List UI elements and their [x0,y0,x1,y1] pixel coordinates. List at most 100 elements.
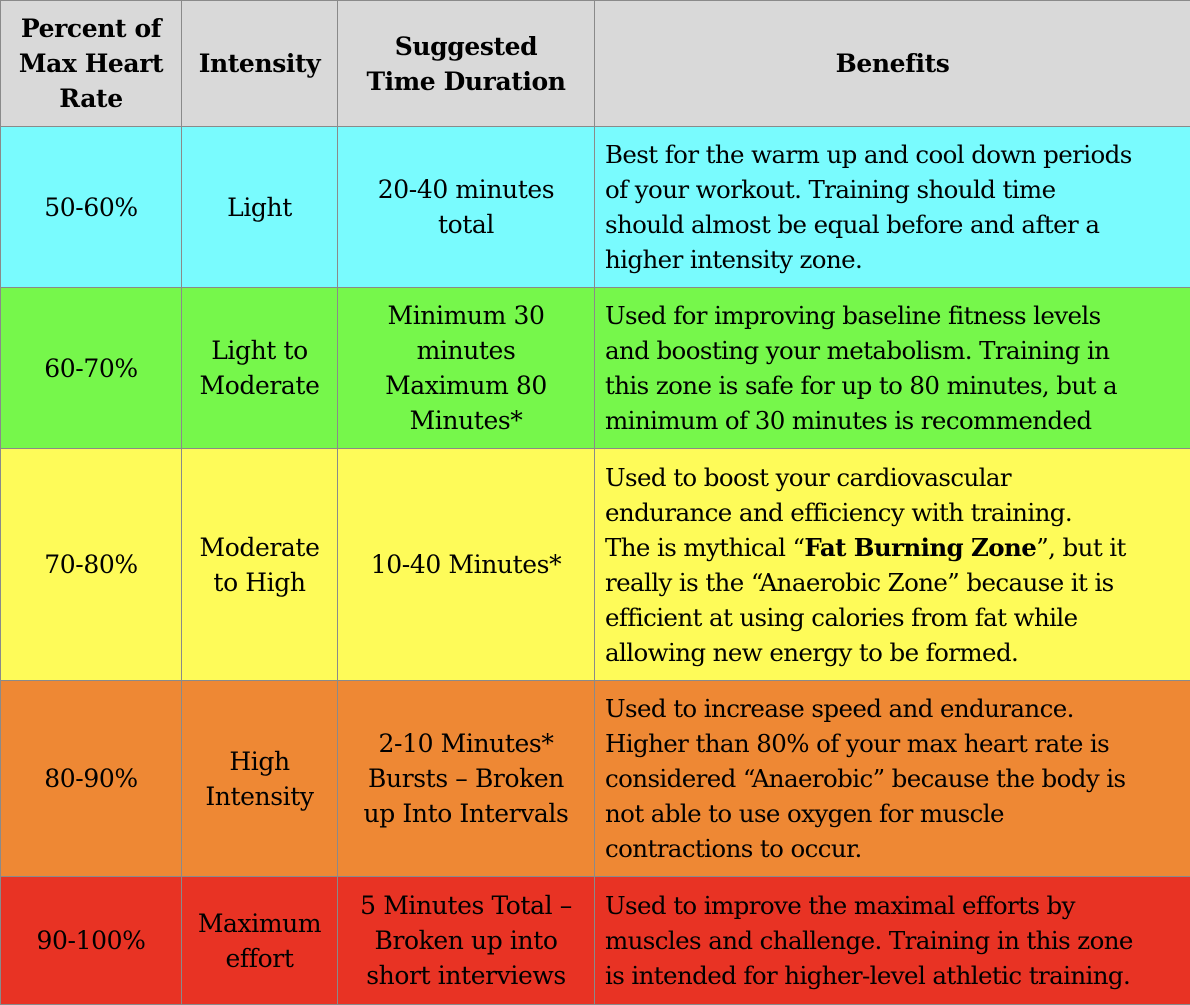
cell-percent: 60-70% [1,288,182,449]
cell-line: Light to [182,333,337,368]
cell-line: 5 Minutes Total – [338,888,594,923]
text-segment: really is the “Anaerobic Zone” because i… [605,568,1114,597]
cell-benefits: Used to boost your cardiovascular enduran… [595,449,1190,681]
cell-percent: 50-60% [1,127,182,288]
cell-line: 90-100% [1,923,181,958]
benefit-line: allowing new energy to be formed. [605,635,1180,670]
cell-line: 70-80% [1,547,181,582]
benefit-line: Used to increase speed and endurance. [605,691,1180,726]
benefit-line: muscles and challenge. Training in this … [605,923,1180,958]
cell-line: Light [182,190,337,225]
cell-percent: 70-80% [1,449,182,681]
text-segment: considered “Anaerobic” because the body … [605,764,1126,793]
text-segment: Used for improving baseline fitness leve… [605,301,1101,330]
header-intensity: Intensity [182,1,338,127]
text-segment: higher intensity zone. [605,245,862,274]
text-segment: of your workout. Training should time [605,175,1055,204]
cell-line: Benefits [595,46,1190,81]
benefit-line: this zone is safe for up to 80 minutes, … [605,368,1180,403]
text-segment: Used to improve the maximal efforts by [605,891,1075,920]
header-benefits: Benefits [595,1,1190,127]
text-segment: The is mythical “ [605,533,804,562]
cell-line: 80-90% [1,761,181,796]
cell-line: Maximum 80 [338,368,594,403]
benefit-line: Used for improving baseline fitness leve… [605,298,1180,333]
cell-line: 10-40 Minutes* [338,547,594,582]
cell-benefits: Used to improve the maximal efforts by mu… [595,877,1190,1005]
text-segment: contractions to occur. [605,834,862,863]
benefit-line: of your workout. Training should time [605,172,1180,207]
text-segment: endurance and efficiency with training. [605,498,1072,527]
cell-percent: 80-90% [1,681,182,877]
text-segment: ”, but it [1036,533,1125,562]
text-segment: and boosting your metabolism. Training i… [605,336,1109,365]
benefit-line: higher intensity zone. [605,242,1180,277]
cell-line: Maximum [182,906,337,941]
benefit-line: considered “Anaerobic” because the body … [605,761,1180,796]
cell-line: up Into Intervals [338,796,594,831]
cell-line: Intensity [182,779,337,814]
cell-line: Max Heart [1,46,181,81]
benefit-line: not able to use oxygen for muscle [605,796,1180,831]
cell-line: 20-40 minutes [338,172,594,207]
emphasis-text: Fat Burning Zone [804,533,1036,562]
cell-benefits: Used to increase speed and endurance. Hig… [595,681,1190,877]
text-segment: Used to increase speed and endurance. [605,694,1074,723]
text-segment: Used to boost your cardiovascular [605,463,1011,492]
benefit-line: The is mythical “Fat Burning Zone”, but … [605,530,1180,565]
benefit-line: endurance and efficiency with training. [605,495,1180,530]
cell-line: Intensity [182,46,337,81]
cell-line: 60-70% [1,351,181,386]
cell-percent: 90-100% [1,877,182,1005]
cell-line: Percent of [1,11,181,46]
cell-line: 50-60% [1,190,181,225]
cell-line: minutes [338,333,594,368]
cell-line: total [338,207,594,242]
cell-benefits: Used for improving baseline fitness leve… [595,288,1190,449]
text-segment: should almost be equal before and after … [605,210,1099,239]
cell-line: Minutes* [338,403,594,438]
cell-line: to High [182,565,337,600]
cell-line: Moderate [182,368,337,403]
cell-benefits: Best for the warm up and cool down perio… [595,127,1190,288]
benefit-line: Best for the warm up and cool down perio… [605,137,1180,172]
cell-intensity: Light [182,127,338,288]
text-segment: this zone is safe for up to 80 minutes, … [605,371,1117,400]
cell-duration: 10-40 Minutes* [338,449,595,681]
cell-line: Moderate [182,530,337,565]
cell-line: Rate [1,81,181,116]
cell-line: Suggested [338,29,594,64]
cell-line: Broken up into [338,923,594,958]
text-segment: muscles and challenge. Training in this … [605,926,1133,955]
benefit-line: Higher than 80% of your max heart rate i… [605,726,1180,761]
benefit-line: really is the “Anaerobic Zone” because i… [605,565,1180,600]
benefit-line: is intended for higher-level athletic tr… [605,958,1180,993]
text-segment: allowing new energy to be formed. [605,638,1018,667]
benefit-line: and boosting your metabolism. Training i… [605,333,1180,368]
benefit-line: contractions to occur. [605,831,1180,866]
benefit-line: efficient at using calories from fat whi… [605,600,1180,635]
text-segment: efficient at using calories from fat whi… [605,603,1078,632]
cell-line: High [182,744,337,779]
cell-line: Time Duration [338,64,594,99]
text-segment: is intended for higher-level athletic tr… [605,961,1130,990]
benefit-line: minimum of 30 minutes is recommended [605,403,1180,438]
text-segment: minimum of 30 minutes is recommended [605,406,1092,435]
benefit-line: Used to improve the maximal efforts by [605,888,1180,923]
cell-line: Bursts – Broken [338,761,594,796]
